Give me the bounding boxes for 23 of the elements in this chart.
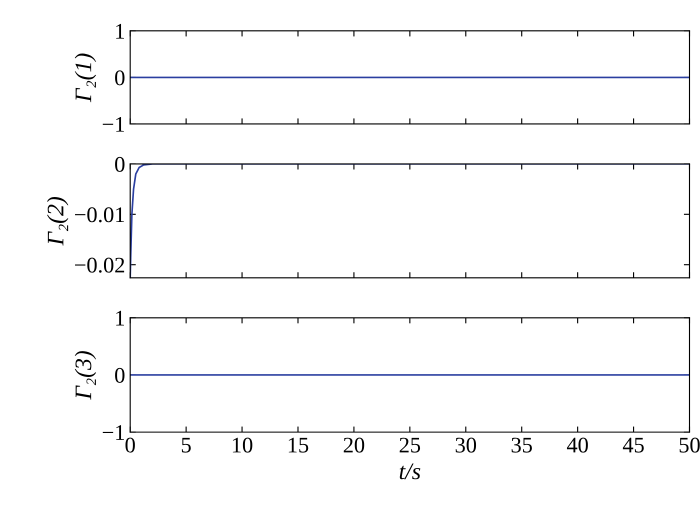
y-tick-label: 0 [115, 70, 124, 86]
y-axis-title: Γ₂(2) [46, 197, 68, 246]
x-axis-title: t/s [400, 464, 420, 480]
x-tick-label: 50 [680, 438, 700, 453]
x-tick-label: 15 [288, 438, 308, 453]
y-tick-label: 1 [116, 24, 124, 39]
y-tick-label: −1 [102, 425, 124, 440]
x-tick-label: 35 [512, 438, 532, 453]
x-tick-label: 30 [456, 438, 476, 453]
y-tick-label: 0 [115, 156, 124, 172]
x-tick-label: 45 [622, 438, 644, 453]
y-axis-title: Γ₂(1) [74, 54, 96, 102]
y-tick-label: 0 [115, 368, 124, 383]
y-tick-label: −0.02 [75, 258, 124, 273]
y-axis-title: Γ₂(3) [74, 351, 96, 400]
x-tick-label: 25 [400, 438, 420, 453]
y-tick-label: −0.01 [75, 207, 124, 222]
x-tick-label: 10 [232, 438, 252, 453]
x-tick-label: 5 [182, 438, 191, 453]
y-tick-label: −1 [102, 117, 124, 132]
x-tick-label: 20 [344, 438, 364, 453]
y-tick-label: 1 [116, 310, 124, 326]
x-tick-label: 40 [566, 438, 588, 453]
